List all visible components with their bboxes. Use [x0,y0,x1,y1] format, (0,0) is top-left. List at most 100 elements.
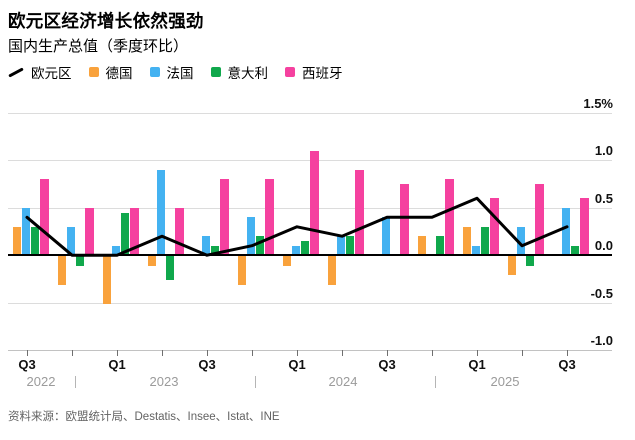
legend-label: 德国 [105,66,133,81]
bar-france-2023Q1 [112,245,120,256]
legend-label: 意大利 [227,66,269,81]
x-axis-tick [477,350,478,356]
bar-france-2023Q4 [247,217,255,256]
bar-spain-2025Q2 [535,184,544,256]
year-separator [75,376,76,388]
x-axis-tick [522,350,523,356]
bar-france-2023Q3 [202,236,210,256]
bar-spain-2023Q4 [265,179,274,256]
gridline [8,350,612,351]
x-axis-tick [567,350,568,356]
bar-spain-2025Q1 [490,198,499,256]
bar-france-2025Q3 [562,207,570,256]
year-separator [435,376,436,388]
bar-italy-2024Q2 [346,236,354,256]
x-axis-tick [297,350,298,356]
x-axis-label: Q1 [468,357,486,372]
bar-spain-2024Q2 [355,169,364,256]
year-separator [255,376,256,388]
square-swatch-icon [149,67,160,77]
bar-spain-2023Q1 [130,207,139,256]
bar-france-2023Q2 [157,169,165,256]
chart-legend: 欧元区 德国 法国 意大利 西班牙 [8,62,343,82]
bar-italy-2023Q3 [211,245,219,256]
bar-italy-2024Q1 [301,240,309,256]
bar-italy-2025Q2 [526,256,534,266]
legend-item-germany: 德国 [88,62,133,82]
square-swatch-icon [210,67,221,77]
bar-italy-2024Q4 [436,236,444,256]
zero-gridline [8,254,612,257]
bar-germany-2023Q2 [148,256,156,266]
x-axis-tick [162,350,163,356]
year-label: 2023 [149,374,179,389]
x-axis-tick [207,350,208,356]
x-axis-tick [387,350,388,356]
bar-italy-2023Q4 [256,236,264,256]
bar-germany-2024Q2 [328,256,336,285]
x-axis-tick [117,350,118,356]
legend-item-eurozone: 欧元区 [8,62,72,82]
page-title: 欧元区经济增长依然强劲 [8,11,204,31]
bar-france-2024Q1 [292,245,300,256]
bar-france-2025Q2 [517,226,525,256]
bar-france-2022Q4 [67,226,75,256]
bar-spain-2022Q3 [40,179,49,256]
bar-germany-2022Q3 [13,226,21,256]
y-axis-label: 0.5 [594,190,613,206]
bar-germany-2024Q4 [418,236,426,256]
bar-italy-2023Q1 [121,212,129,256]
x-axis-tick [432,350,433,356]
bar-germany-2023Q1 [103,256,111,304]
eurozone-line [25,196,569,257]
x-axis-label: Q3 [558,357,576,372]
bar-italy-2022Q4 [76,256,84,266]
square-swatch-icon [285,67,295,77]
x-axis-tick [27,350,28,356]
year-label: 2024 [328,374,358,389]
square-swatch-icon [88,67,99,77]
x-axis-tick [252,350,253,356]
line-swatch-icon [8,66,24,78]
bar-spain-2024Q3 [400,184,409,256]
source-note: 资料来源：欧盟统计局、Destatis、Insee、Istat、INE [8,411,280,423]
bar-italy-2025Q1 [481,226,489,256]
bar-spain-2022Q4 [85,207,94,256]
gridline [8,302,612,304]
bar-germany-2025Q1 [463,226,471,256]
bar-spain-2025Q3 [580,198,589,256]
x-axis-label: Q1 [288,357,306,372]
bar-italy-2023Q2 [166,256,174,280]
year-label: 2022 [26,374,56,389]
bar-france-2022Q3 [22,207,30,256]
chart-subtitle: 国内生产总值（季度环比） [8,38,189,55]
x-axis-label: Q3 [378,357,396,372]
bar-italy-2025Q3 [571,245,579,256]
y-axis-label: 1.0 [594,143,613,159]
legend-label: 法国 [166,66,194,81]
x-axis-label: Q3 [18,357,36,372]
bar-germany-2025Q2 [508,256,516,276]
bar-spain-2023Q2 [175,207,184,256]
bar-spain-2023Q3 [220,179,229,256]
legend-item-spain: 西班牙 [285,62,343,82]
x-axis-label: Q1 [108,357,126,372]
year-label: 2025 [490,374,520,389]
bar-spain-2024Q1 [310,150,319,256]
x-axis-tick [342,350,343,356]
bar-italy-2022Q3 [31,226,39,256]
bar-france-2025Q1 [472,245,480,256]
legend-label: 西班牙 [302,66,343,81]
y-axis-label: -0.5 [590,285,613,301]
legend-label: 欧元区 [31,66,72,81]
bar-spain-2024Q4 [445,179,454,256]
gridline [8,113,612,114]
x-axis-tick [72,350,73,356]
bar-germany-2022Q4 [58,256,66,285]
bar-germany-2024Q1 [283,256,291,266]
bar-france-2024Q3 [382,217,390,256]
bar-germany-2023Q4 [238,256,246,285]
bar-france-2024Q2 [337,236,345,256]
x-axis-label: Q3 [198,357,216,372]
plot-area [8,113,612,351]
